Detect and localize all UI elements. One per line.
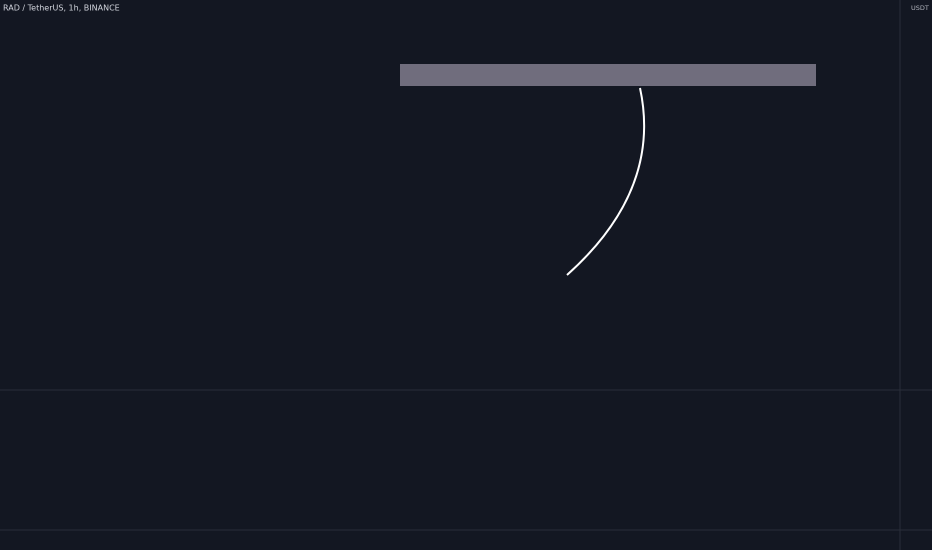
annotation-rectangle bbox=[400, 64, 816, 86]
y-unit: USDT bbox=[911, 4, 929, 12]
chart-title: RAD / TetherUS, 1h, BINANCE bbox=[3, 4, 120, 13]
annotation-arc bbox=[566, 87, 646, 276]
